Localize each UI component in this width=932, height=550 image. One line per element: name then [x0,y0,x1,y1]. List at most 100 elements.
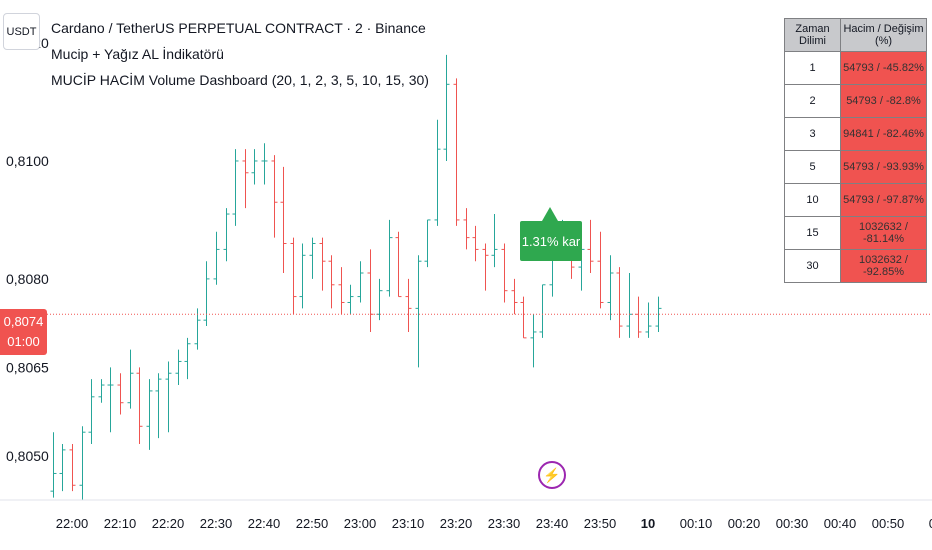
timeframe-cell: 1 [784,51,841,85]
ohlc-bar [223,208,230,262]
price-tick-label: 0,8100 [6,153,49,169]
ohlc-bar [194,308,201,350]
ohlc-bar [472,225,479,262]
time-tick-label: 00:50 [872,516,905,531]
ohlc-bar [98,379,105,403]
table-row: 15 1032632 / -81.14% [784,216,927,250]
ohlc-series [50,54,662,500]
ohlc-bar [165,361,172,433]
profit-label-arrow [542,207,558,221]
indicator-name[interactable]: Mucip + Yağız AL İndikatörü [51,46,224,62]
ohlc-bar [184,337,191,380]
ohlc-bar [271,155,278,238]
timeframe-cell: 5 [784,150,841,184]
time-tick-label: 00:10 [680,516,713,531]
ohlc-bar [299,243,306,309]
price-tick-label: 0,8065 [6,359,49,375]
timeframe-cell: 3 [784,117,841,151]
time-tick-label: 00:30 [776,516,809,531]
time-tick-label: 22:40 [248,516,281,531]
ohlc-bar [107,367,114,433]
volume-cell: 54793 / -93.93% [840,150,927,184]
dashboard-indicator-name[interactable]: MUCİP HACİM Volume Dashboard (20, 1, 2, … [51,72,429,88]
time-tick-label: 22:00 [56,516,89,531]
ohlc-bar [405,278,412,332]
symbol-title[interactable]: Cardano / TetherUS PERPETUAL CONTRACT · … [51,20,426,36]
table-row: 5 54793 / -93.93% [784,150,927,184]
ohlc-bar [290,237,297,315]
ohlc-bar [453,78,460,226]
ohlc-bar [482,243,489,291]
ohlc-bar [597,231,604,309]
time-tick-label: 22:20 [152,516,185,531]
ohlc-bar [645,302,652,338]
timeframe-cell: 30 [784,249,841,283]
lightning-icon[interactable]: ⚡ [538,461,566,489]
ohlc-bar [616,267,623,338]
ohlc-bar [357,261,364,303]
time-tick-label: 00:20 [728,516,761,531]
time-tick-label: 23:20 [440,516,473,531]
time-tick-label: 23:00 [344,516,377,531]
volume-cell: 1032632 / -81.14% [840,216,927,250]
ohlc-bar [127,349,134,409]
time-tick-label: 00:40 [824,516,857,531]
ohlc-bar [117,373,124,415]
time-tick-label: 01 [929,516,932,531]
ohlc-bar [434,119,441,226]
table-row: 10 54793 / -97.87% [784,183,927,217]
volume-cell: 1032632 / -92.85% [840,249,927,283]
volume-cell: 54793 / -82.8% [840,84,927,118]
ohlc-bar [424,219,431,268]
table-row: 30 1032632 / -92.85% [784,249,927,283]
timeframe-cell: 15 [784,216,841,250]
profit-label[interactable]: 1.31% kar [520,221,582,261]
ohlc-bar [175,349,182,386]
time-tick-label: 10 [641,516,655,531]
time-tick-label: 23:10 [392,516,425,531]
ohlc-bar [367,249,374,332]
price-tick-label: 0,8050 [6,448,49,464]
time-tick-label: 23:30 [488,516,521,531]
ohlc-bar [203,261,210,327]
ohlc-bar [328,255,335,309]
volume-dashboard: Zaman Dilimi Hacim / Değişim (%) 1 54793 … [784,18,927,283]
ohlc-bar [280,166,287,273]
ohlc-bar [242,149,249,209]
volume-cell: 94841 / -82.46% [840,117,927,151]
volume-cell: 54793 / -97.87% [840,183,927,217]
currency-button[interactable]: USDT [3,13,40,50]
ohlc-bar [155,373,162,439]
ohlc-bar [395,231,402,298]
ohlc-bar [251,149,258,185]
timeframe-cell: 10 [784,183,841,217]
ohlc-bar [136,367,143,444]
table-row: 2 54793 / -82.8% [784,84,927,118]
ohlc-bar [587,219,594,273]
time-axis: 22:00 22:10 22:20 22:30 22:40 22:50 23:00 23:10… [56,516,932,531]
time-tick-label: 23:50 [584,516,617,531]
ohlc-bar [309,237,316,279]
time-tick-label: 23:40 [536,516,569,531]
ohlc-bar [511,278,518,315]
ohlc-bar [213,231,220,285]
time-tick-label: 22:50 [296,516,329,531]
last-price-tag: 0,8074 01:00 [0,309,47,355]
ohlc-bar [88,379,95,444]
ohlc-bar [607,255,614,321]
table-row: 1 54793 / -45.82% [784,51,927,85]
last-price-value: 0,8074 [3,314,44,329]
ohlc-bar [635,296,642,338]
time-tick-label: 22:30 [200,516,233,531]
ohlc-bar [59,443,66,492]
ohlc-bar [50,432,57,498]
ohlc-bar [626,272,633,338]
ohlc-bar [232,149,239,226]
ohlc-bar [655,296,662,332]
dashboard-header-row: Zaman Dilimi Hacim / Değişim (%) [784,18,927,52]
ohlc-bar [415,255,422,368]
ohlc-bar [146,379,153,450]
ohlc-bar [386,219,393,297]
